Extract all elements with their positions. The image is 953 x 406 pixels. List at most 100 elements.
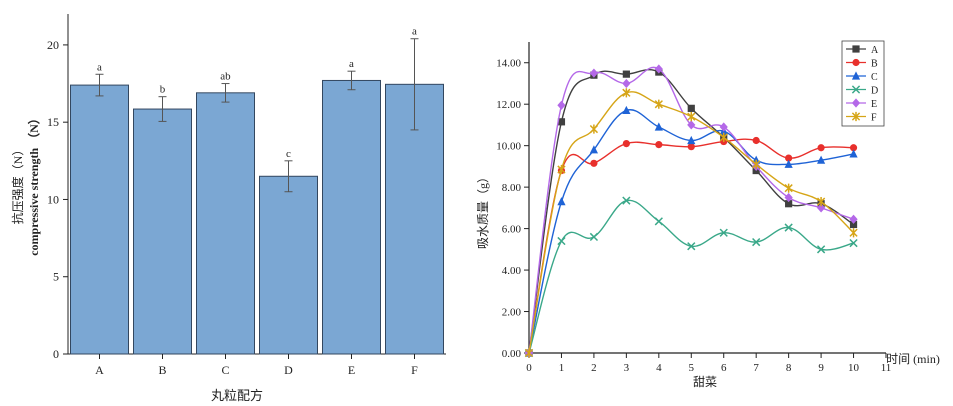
legend-marker (852, 58, 860, 67)
y-axis-title-cn: 抗压强度（N） (10, 144, 25, 225)
data-point-F (752, 159, 761, 169)
legend-label: C (871, 72, 878, 83)
x-tick-label: 5 (689, 362, 695, 374)
data-point-D (719, 228, 728, 237)
y-tick-label: 10 (47, 192, 59, 206)
x-tick-label: 8 (786, 362, 792, 374)
line-chart: 0.00 2.00 4.00 6.00 8.00 10.00 12.00 14.00 0 1 2 3 4… (476, 40, 940, 389)
bar-E (322, 79, 381, 355)
data-point-A (687, 104, 695, 112)
bar-chart: 0 5 10 15 20 a Ab Bab Cc Da Ea F 丸粒配方 抗压强度（N） compress… (10, 14, 446, 403)
x-axis-title: 甜菜 (693, 375, 717, 389)
y-tick-label: 20 (47, 38, 59, 52)
y-tick-label: 15 (47, 115, 59, 129)
data-point-B (785, 154, 793, 162)
series-line-D (528, 199, 854, 354)
legend-label: A (871, 45, 879, 56)
data-point-B (687, 143, 695, 151)
x-tick-label: E (348, 363, 355, 377)
data-point-E (816, 203, 826, 213)
legend-item: A (846, 45, 879, 56)
data-point-D (752, 237, 761, 247)
data-point-D (687, 242, 696, 251)
data-point-C (654, 122, 663, 131)
data-point-F (524, 348, 534, 358)
x-axis-unit-title: 时间 (min) (886, 352, 940, 366)
series-line-F (528, 91, 855, 354)
legend-marker (851, 85, 861, 94)
series-D (524, 196, 858, 358)
data-point-F (849, 228, 858, 238)
data-point-F (622, 88, 631, 98)
data-point-F (687, 112, 696, 122)
data-point-D (849, 238, 858, 248)
x-tick-label: 6 (721, 362, 727, 374)
y-tick-label: 10.00 (496, 141, 521, 153)
data-point-F (816, 197, 826, 207)
significance-letter: a (412, 26, 417, 38)
x-axis-title: 丸粒配方 (211, 388, 263, 403)
significance-letter: a (349, 58, 354, 70)
data-point-A (557, 118, 566, 126)
x-tick-label: 7 (753, 362, 759, 374)
data-point-A (849, 220, 858, 229)
data-point-C (622, 105, 631, 115)
y-tick-label: 2.00 (502, 307, 522, 319)
data-point-C (849, 149, 858, 158)
x-tick-label: 2 (591, 362, 597, 374)
data-point-C (816, 155, 826, 164)
y-tick-label: 0.00 (502, 348, 522, 360)
significance-letter: a (97, 61, 102, 73)
legend-label: F (871, 113, 877, 124)
y-tick-label: 4.00 (502, 265, 522, 277)
data-point-A (622, 70, 630, 78)
legend-marker (851, 111, 861, 122)
data-point-D (622, 196, 631, 205)
significance-letter: c (286, 148, 291, 160)
series-C (524, 105, 858, 357)
x-tick-label: 4 (656, 362, 662, 374)
legend-marker (851, 71, 861, 80)
data-point-D (589, 232, 599, 242)
data-point-F (784, 183, 793, 193)
x-tick-label: 0 (526, 362, 532, 374)
series-line-B (528, 138, 854, 354)
x-tick-label: C (221, 363, 229, 377)
legend-item: F (846, 111, 877, 124)
series-line-C (528, 109, 854, 354)
bar-C (196, 92, 255, 355)
y-tick-label: 12.00 (496, 99, 521, 111)
bar-B (133, 108, 192, 355)
data-point-E (589, 68, 599, 78)
x-tick-label: 9 (818, 362, 824, 374)
legend-box (841, 40, 885, 127)
data-point-F (557, 164, 566, 175)
legend-label: E (871, 99, 877, 110)
x-tick-label: F (411, 363, 418, 377)
data-point-E (849, 214, 858, 224)
x-tick-label: 10 (848, 362, 860, 374)
x-tick-label: 11 (881, 362, 892, 374)
legend-label: D (871, 86, 878, 97)
x-tick-label: A (95, 363, 104, 377)
data-point-F (654, 99, 663, 109)
data-point-F (719, 132, 728, 142)
data-point-F (589, 124, 599, 134)
y-axis-title-en: compressive strength （N） (26, 112, 41, 256)
legend-item: E (846, 98, 877, 110)
data-point-B (752, 136, 760, 145)
legend-item: B (846, 59, 878, 70)
series-A (525, 68, 858, 357)
y-tick-label: 8.00 (502, 182, 522, 194)
data-point-E (687, 120, 696, 130)
significance-letter: b (160, 84, 166, 96)
x-tick-label: 3 (624, 362, 630, 374)
series-F (524, 88, 858, 358)
y-tick-label: 5 (53, 270, 59, 284)
legend-marker (851, 98, 861, 108)
x-tick-label: 1 (559, 362, 565, 374)
data-point-C (687, 135, 696, 145)
bar-D (259, 175, 318, 355)
data-point-D (557, 236, 566, 246)
data-point-C (557, 197, 566, 206)
